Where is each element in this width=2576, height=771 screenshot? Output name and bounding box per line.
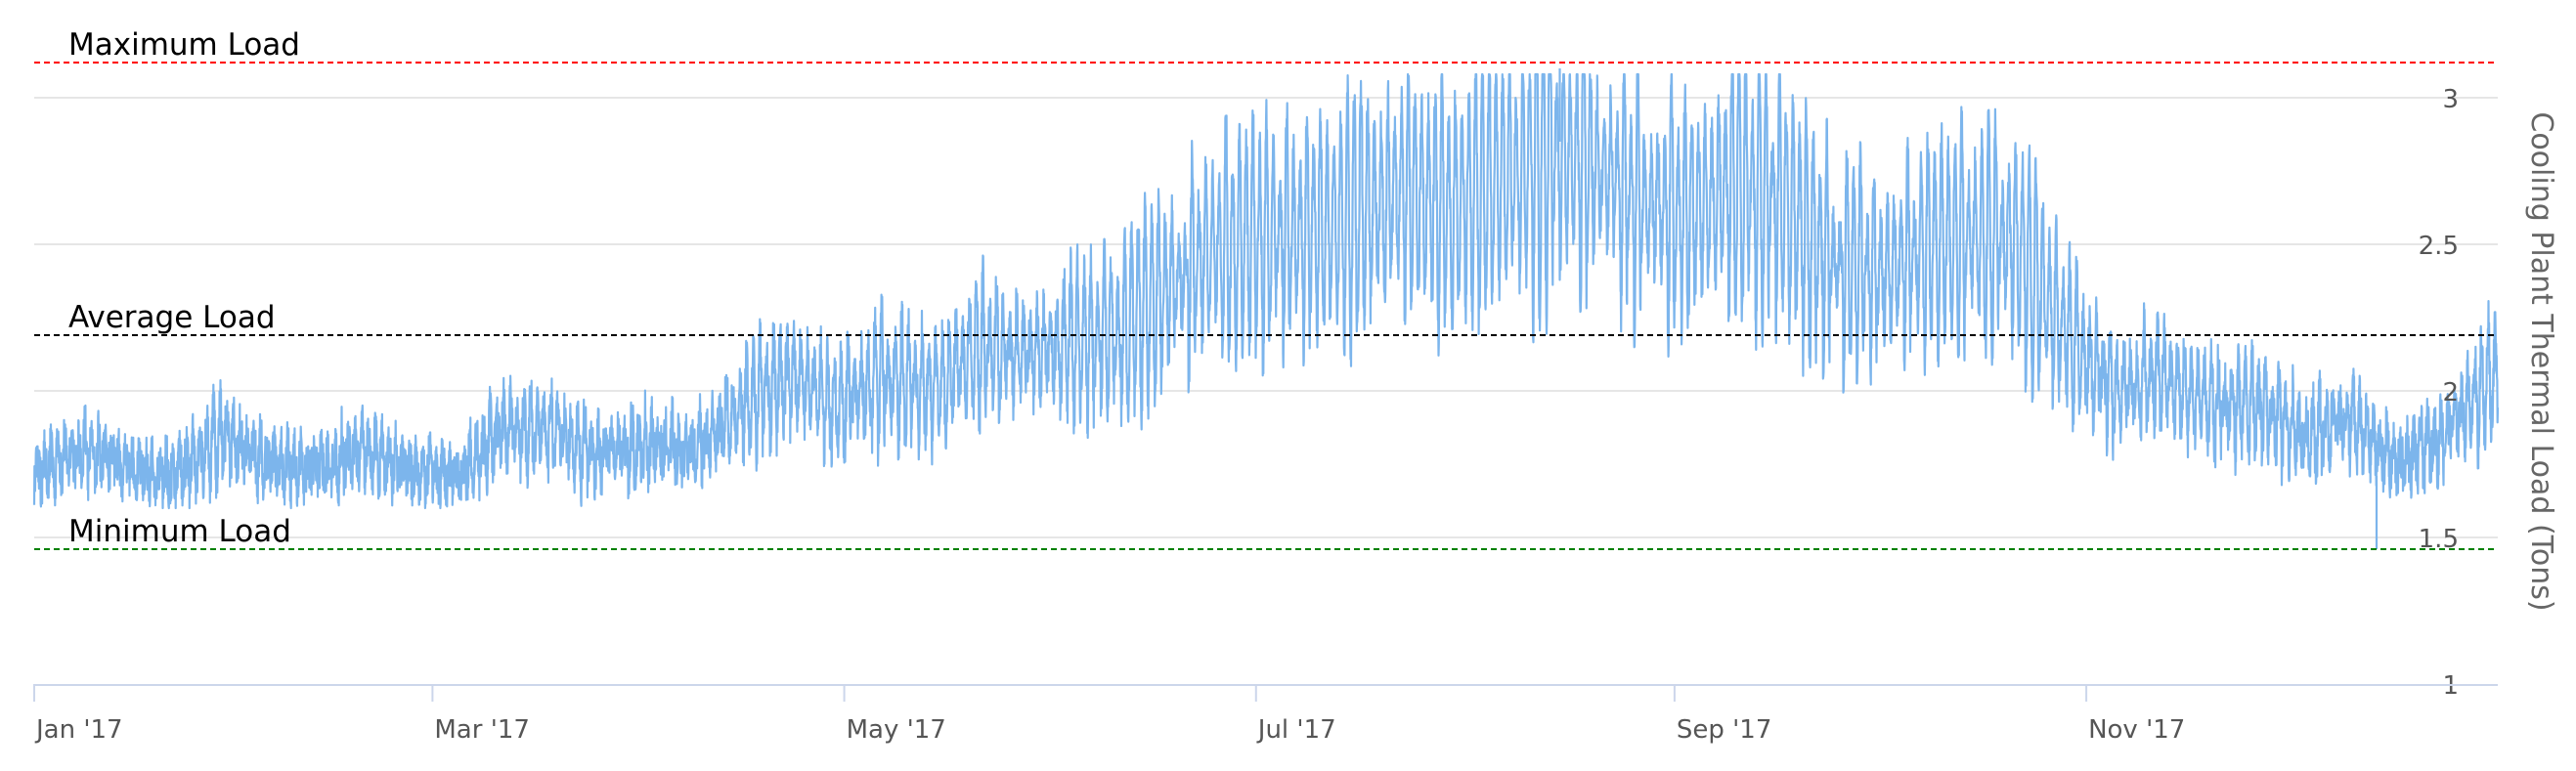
y-tick-label: 2 xyxy=(2442,378,2459,407)
x-tick-label: Nov '17 xyxy=(2088,715,2185,745)
y-tick-label: 2.5 xyxy=(2419,232,2459,261)
x-tick-label: Mar '17 xyxy=(434,715,530,745)
y-tick-label: 1.5 xyxy=(2419,525,2459,554)
x-tick-label: May '17 xyxy=(847,715,946,745)
x-tick-label: Jul '17 xyxy=(1256,715,1336,745)
plot-line-label: Minimum Load xyxy=(68,514,291,549)
plot-lines: Maximum Load Average Load Minimum Load xyxy=(34,27,2498,550)
x-tick-label: Sep '17 xyxy=(1677,715,1772,745)
x-tick-label: Jan '17 xyxy=(34,715,123,745)
y-tick-label: 3 xyxy=(2442,85,2459,114)
plot-line-label: Average Load xyxy=(68,300,276,335)
y-axis-title: Cooling Plant Thermal Load (Tons) xyxy=(2524,111,2558,611)
plot-line-label: Maximum Load xyxy=(68,27,300,63)
load-series-line xyxy=(32,72,2500,510)
series-layer[interactable] xyxy=(32,68,2500,549)
